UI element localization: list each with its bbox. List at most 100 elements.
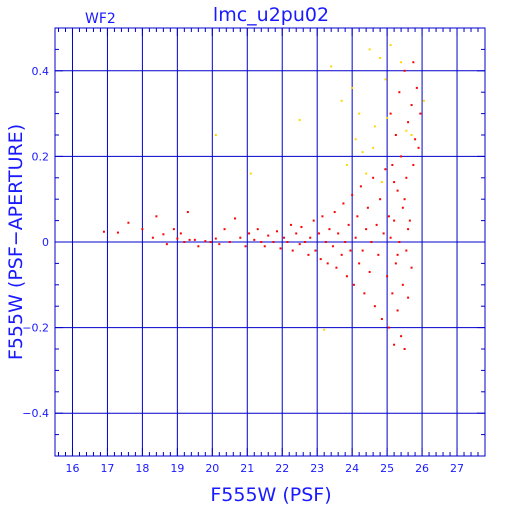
y-tick-label: −0.2 (22, 322, 49, 335)
data-point (197, 245, 200, 248)
data-point (393, 181, 396, 184)
data-points (102, 44, 425, 350)
x-tick-label: 26 (415, 462, 429, 475)
data-point (340, 99, 343, 102)
data-point (228, 241, 231, 243)
data-point (407, 121, 410, 124)
data-point (408, 219, 411, 222)
chart-title: lmc_u2pu02 (213, 4, 329, 26)
data-point (403, 348, 406, 350)
data-point (351, 193, 354, 196)
data-point (286, 241, 289, 243)
x-tick-label: 21 (240, 462, 254, 475)
data-point (218, 243, 221, 246)
data-point (345, 275, 348, 278)
data-point (398, 91, 401, 94)
y-tick-label: −0.4 (22, 407, 49, 420)
data-point (400, 61, 403, 64)
data-point (331, 245, 334, 248)
y-tick-label: 0.2 (32, 150, 50, 163)
data-point (193, 238, 196, 241)
data-point (127, 221, 130, 224)
data-point (326, 262, 329, 265)
data-point (410, 134, 413, 136)
data-point (380, 318, 383, 321)
data-point (298, 119, 301, 122)
data-point (372, 176, 375, 179)
corner-label: WF2 (85, 11, 116, 27)
x-tick-label: 17 (100, 462, 114, 475)
x-tick-label: 24 (345, 462, 359, 475)
data-point (384, 168, 387, 171)
data-point (358, 262, 361, 265)
x-tick-label: 23 (310, 462, 324, 475)
data-point (214, 237, 217, 240)
data-point (298, 243, 301, 246)
data-point (239, 236, 242, 239)
data-point (248, 232, 251, 235)
data-point (373, 125, 376, 128)
data-point (151, 236, 154, 239)
data-point (382, 232, 385, 235)
data-point (368, 270, 371, 273)
data-point (389, 236, 392, 239)
data-point (398, 241, 401, 243)
data-point (253, 238, 256, 241)
data-point (417, 146, 420, 149)
data-point (401, 283, 404, 286)
data-point (291, 249, 294, 252)
x-tick-label: 22 (275, 462, 289, 475)
data-point (323, 328, 326, 331)
data-point (352, 283, 355, 286)
data-point (386, 275, 389, 278)
data-point (407, 296, 410, 299)
data-point (300, 226, 303, 229)
data-point (379, 56, 382, 59)
data-point (183, 241, 186, 243)
data-point (410, 266, 413, 269)
data-point (340, 253, 343, 256)
data-point (155, 215, 158, 218)
x-tick-label: 25 (380, 462, 394, 475)
data-point (359, 185, 362, 188)
y-axis-label: F555W (PSF−APERTURE) (5, 124, 27, 360)
data-point (162, 233, 165, 236)
data-point (209, 241, 212, 243)
data-point (186, 211, 189, 214)
data-point (419, 112, 422, 115)
data-point (172, 228, 175, 231)
data-point (333, 211, 336, 214)
data-point (176, 237, 179, 240)
grid (55, 28, 485, 456)
data-point (407, 228, 410, 231)
data-point (347, 223, 350, 226)
data-point (309, 236, 312, 239)
x-tick-label: 18 (135, 462, 149, 475)
data-point (400, 155, 403, 158)
data-point (342, 202, 345, 205)
data-point (234, 217, 237, 220)
data-point (272, 241, 275, 243)
data-point (354, 236, 357, 239)
data-point (363, 292, 366, 295)
data-point (389, 112, 392, 115)
data-point (410, 104, 413, 107)
data-point (337, 232, 340, 235)
data-point (165, 243, 168, 246)
data-point (414, 138, 417, 141)
x-axis-label: F555W (PSF) (210, 484, 331, 506)
data-point (314, 249, 317, 252)
data-point (260, 241, 263, 243)
data-point (307, 253, 310, 256)
data-point (289, 223, 292, 226)
data-point (344, 241, 347, 243)
data-point (401, 206, 404, 209)
data-point (391, 292, 394, 295)
data-point (345, 163, 348, 166)
data-point (400, 335, 403, 338)
data-point (396, 189, 399, 192)
data-point (396, 309, 399, 312)
data-point (375, 223, 378, 226)
